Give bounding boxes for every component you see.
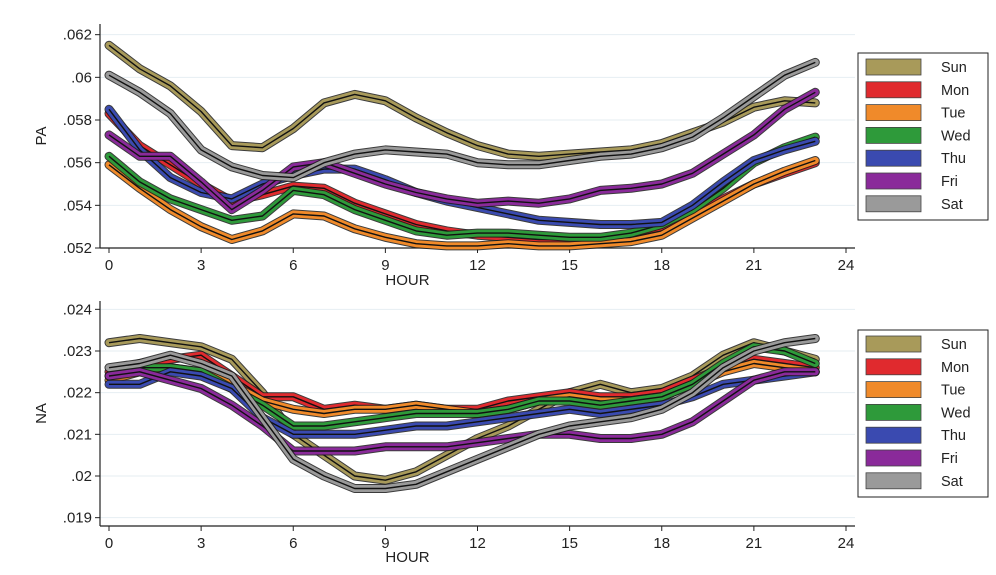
- series-line: [108, 337, 816, 490]
- legend-label: Thu: [941, 151, 966, 167]
- x-tick-label: 3: [197, 535, 205, 552]
- x-tick-label: 21: [746, 257, 763, 274]
- y-tick-label: .022: [63, 385, 92, 402]
- x-tick-label: 18: [653, 535, 670, 552]
- y-tick-label: .052: [63, 240, 92, 257]
- series-line: [108, 371, 816, 452]
- series-line: [108, 44, 816, 158]
- x-tick-label: 12: [469, 535, 486, 552]
- x-tick-label: 3: [197, 257, 205, 274]
- series-line: [108, 159, 816, 247]
- legend-swatch: [865, 172, 922, 190]
- legend-swatch: [865, 426, 922, 444]
- y-tick-label: .06: [71, 69, 92, 86]
- series-sun: [104, 40, 820, 161]
- series-thu: [104, 367, 820, 439]
- y-axis-title: NA: [33, 403, 50, 424]
- legend-label: Mon: [941, 360, 969, 376]
- legend-swatch: [865, 449, 922, 467]
- legend-swatch: [865, 381, 922, 399]
- legend-swatch: [865, 104, 922, 121]
- legend-swatch: [865, 58, 922, 76]
- legend-label: Tue: [941, 106, 965, 122]
- x-tick-label: 24: [838, 535, 855, 552]
- legend-label: Sun: [941, 60, 967, 76]
- legend-swatch: [865, 358, 922, 376]
- x-tick-label: 6: [289, 535, 297, 552]
- x-axis-title: HOUR: [385, 549, 429, 566]
- legend-swatch: [865, 81, 922, 99]
- x-tick-label: 15: [561, 535, 578, 552]
- legend-swatch: [865, 403, 922, 421]
- x-axis-title: HOUR: [385, 272, 429, 289]
- legend-label: Wed: [941, 405, 971, 421]
- y-tick-label: .021: [63, 426, 92, 443]
- y-tick-label: .019: [63, 510, 92, 527]
- x-tick-label: 9: [381, 535, 389, 552]
- legend-swatch: [865, 127, 922, 144]
- legend: Sun Mon Tue Wed Thu Fri Sat: [857, 52, 989, 221]
- series-tue: [104, 156, 820, 251]
- x-tick-label: 0: [105, 257, 113, 274]
- series-fri: [104, 87, 820, 215]
- x-tick-label: 6: [289, 257, 297, 274]
- legend-label: Fri: [941, 451, 958, 467]
- x-tick-label: 0: [105, 535, 113, 552]
- x-tick-label: 15: [561, 257, 578, 274]
- x-tick-label: 9: [381, 257, 389, 274]
- y-axis-title: PA: [33, 127, 50, 146]
- legend-label: Fri: [941, 174, 958, 190]
- y-tick-label: .058: [63, 112, 92, 129]
- series-line: [108, 61, 816, 179]
- x-tick-label: 12: [469, 257, 486, 274]
- legend-label: Mon: [941, 83, 969, 99]
- series-sat: [104, 334, 820, 493]
- series-line: [108, 91, 816, 211]
- chart-panel-pa: .052 .054 .056 .058 .06 .062 0 3 6 9 12 15 18 21 24 HOU…: [33, 24, 989, 289]
- y-tick-label: .02: [71, 468, 92, 485]
- legend-swatch: [865, 472, 922, 490]
- y-tick-label: .056: [63, 155, 92, 172]
- y-tick-label: .023: [63, 343, 92, 360]
- x-tick-label: 18: [653, 257, 670, 274]
- legend-label: Sat: [941, 474, 963, 490]
- x-tick-label: 21: [746, 535, 763, 552]
- chart-panel-na: .019 .02 .021 .022 .023 .024 0 3 6 9 12 15 18 21 24 HOU…: [33, 301, 989, 566]
- y-tick-label: .024: [63, 301, 92, 318]
- series-fri: [104, 367, 820, 456]
- legend-label: Sat: [941, 197, 963, 213]
- legend-label: Sun: [941, 337, 967, 353]
- y-tick-label: .054: [63, 197, 92, 214]
- legend-swatch: [865, 195, 922, 213]
- series-sat: [104, 57, 820, 183]
- legend-label: Thu: [941, 428, 966, 444]
- x-tick-label: 24: [838, 257, 855, 274]
- legend-label: Wed: [941, 128, 971, 144]
- legend-swatch: [865, 149, 922, 167]
- legend: Sun Mon Tue Wed Thu Fri Sat: [857, 329, 989, 498]
- legend-label: Tue: [941, 383, 965, 399]
- series-line: [109, 371, 816, 435]
- legend-swatch: [865, 335, 922, 353]
- y-tick-label: .062: [63, 27, 92, 44]
